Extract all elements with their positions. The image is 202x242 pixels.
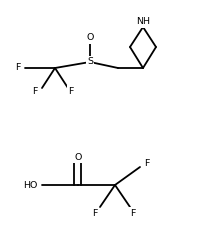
- Text: F: F: [130, 209, 135, 218]
- Text: S: S: [87, 58, 93, 67]
- Text: F: F: [32, 86, 38, 96]
- Text: F: F: [92, 209, 97, 218]
- Text: O: O: [74, 152, 81, 161]
- Text: F: F: [144, 159, 149, 167]
- Text: NH: NH: [135, 17, 149, 27]
- Text: F: F: [15, 63, 21, 73]
- Text: HO: HO: [23, 181, 37, 189]
- Text: O: O: [86, 33, 93, 43]
- Text: F: F: [68, 86, 73, 96]
